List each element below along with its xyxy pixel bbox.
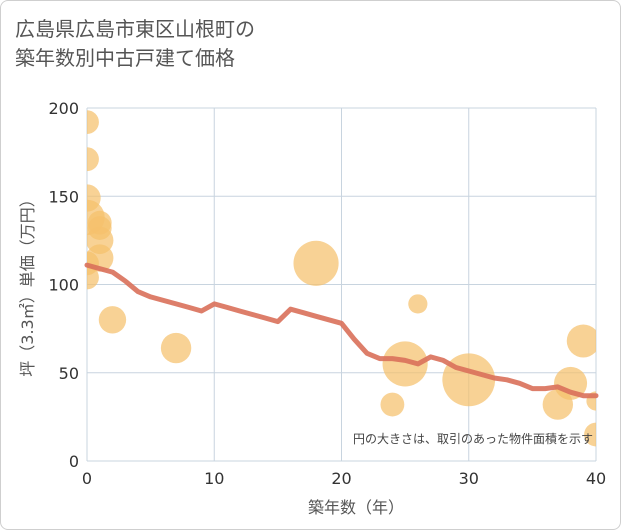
data-point xyxy=(442,353,496,407)
data-point xyxy=(98,306,127,334)
grid-lines xyxy=(86,107,597,462)
trend-line xyxy=(84,262,599,399)
chart-title-line-2: 築年数別中古戸建て価格 xyxy=(15,46,235,70)
x-axis-title: 築年数（年） xyxy=(308,498,404,517)
data-point xyxy=(87,265,99,290)
y-tick-label: 100 xyxy=(48,276,79,295)
y-tick-label: 50 xyxy=(59,364,79,383)
data-point xyxy=(380,392,405,417)
x-tick-label: 10 xyxy=(204,469,224,488)
axis-ticks: 0 10 20 30 40 0 50 100 150 200 xyxy=(48,99,606,488)
data-point xyxy=(87,147,99,172)
chart-title-line-1: 広島県広島市東区山根町の xyxy=(15,17,255,41)
data-point xyxy=(408,294,428,314)
data-point xyxy=(293,240,339,286)
chart-title: 広島県広島市東区山根町の 築年数別中古戸建て価格 xyxy=(15,15,255,73)
data-point xyxy=(566,324,596,358)
trend-line-group xyxy=(84,262,599,399)
x-tick-label: 20 xyxy=(331,469,351,488)
data-points xyxy=(87,110,596,447)
x-tick-label: 40 xyxy=(586,469,606,488)
data-point xyxy=(160,332,192,364)
data-point xyxy=(87,110,99,135)
y-axis-title: 坪（3.3㎡）単価（万円） xyxy=(18,191,37,376)
data-point xyxy=(584,422,596,447)
x-tick-label: 0 xyxy=(82,469,92,488)
data-point xyxy=(382,341,428,387)
y-tick-label: 200 xyxy=(48,99,79,118)
x-tick-label: 30 xyxy=(459,469,479,488)
size-annotation: 円の大きさは、取引のあった物件面積を示す xyxy=(353,431,593,446)
data-point xyxy=(542,389,574,420)
y-tick-label: 150 xyxy=(48,187,79,206)
y-tick-label: 0 xyxy=(69,452,79,471)
